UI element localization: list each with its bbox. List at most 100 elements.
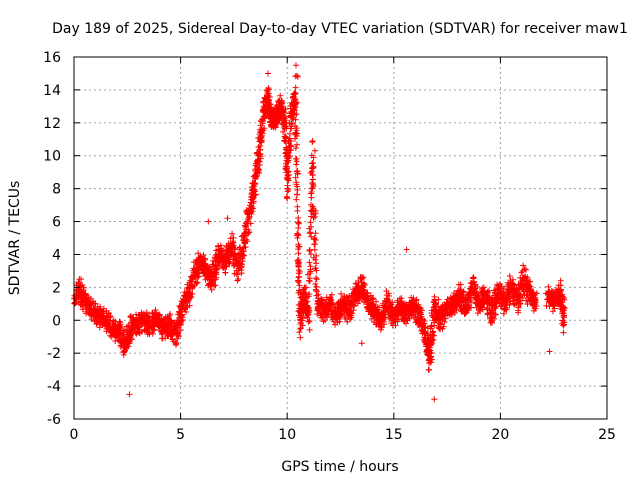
data-point	[517, 301, 524, 308]
data-point	[440, 323, 447, 330]
data-point	[312, 230, 319, 237]
data-point	[474, 283, 481, 290]
data-point	[546, 348, 553, 355]
data-point	[308, 251, 315, 258]
data-point	[193, 280, 200, 287]
data-point	[249, 208, 256, 215]
data-point	[268, 105, 275, 112]
data-point	[373, 298, 380, 305]
data-point	[519, 295, 526, 302]
y-tick-labels: -6 -4 -2 0 2 4 6 8 10 12 14 16	[43, 50, 61, 428]
data-point	[488, 314, 495, 321]
data-point	[306, 326, 313, 333]
data-point	[500, 285, 507, 292]
data-point	[431, 297, 438, 304]
data-point	[187, 295, 194, 302]
grid	[74, 57, 607, 419]
data-point	[309, 159, 316, 166]
data-point	[205, 218, 212, 225]
data-point	[312, 286, 319, 293]
data-point	[406, 315, 413, 322]
data-point	[285, 175, 292, 182]
data-point	[532, 305, 539, 312]
data-point	[429, 337, 436, 344]
data-point	[291, 91, 298, 98]
data-point	[470, 274, 477, 281]
data-point	[309, 184, 316, 191]
data-point	[213, 274, 220, 281]
data-point	[292, 116, 299, 123]
data-point	[250, 205, 257, 212]
data-point	[259, 130, 266, 137]
data-point	[118, 323, 125, 330]
data-point	[218, 248, 225, 255]
data-point	[234, 277, 241, 284]
y-tick-label: 6	[52, 215, 61, 231]
data-point	[282, 106, 289, 113]
data-point	[189, 283, 196, 290]
data-point	[368, 315, 375, 322]
data-point	[293, 125, 300, 132]
data-point	[244, 238, 251, 245]
data-point	[415, 301, 422, 308]
data-point	[226, 258, 233, 265]
data-point	[152, 307, 159, 314]
x-tick-label: 20	[491, 427, 509, 443]
data-point	[293, 161, 300, 168]
data-point	[387, 305, 394, 312]
data-point	[427, 349, 434, 356]
data-point	[313, 260, 320, 267]
data-point	[287, 147, 294, 154]
data-point	[293, 111, 300, 118]
data-point	[246, 228, 253, 235]
data-point	[451, 310, 458, 317]
data-point	[284, 182, 291, 189]
data-point	[239, 257, 246, 264]
data-point	[274, 120, 281, 127]
data-point	[313, 267, 320, 274]
data-point	[309, 165, 316, 172]
data-point	[532, 297, 539, 304]
data-point	[311, 147, 318, 154]
data-point	[293, 72, 300, 79]
data-point	[299, 315, 306, 322]
data-point	[312, 207, 319, 214]
data-point	[361, 280, 368, 287]
data-point	[230, 239, 237, 246]
data-point	[257, 143, 264, 150]
chart-title: Day 189 of 2025, Sidereal Day-to-day VTE…	[52, 21, 628, 37]
data-point	[258, 134, 265, 141]
data-point	[309, 139, 316, 146]
data-point	[285, 159, 292, 166]
data-point	[177, 327, 184, 334]
data-point	[392, 322, 399, 329]
data-point	[441, 318, 448, 325]
x-tick-labels: 0 5 10 15 20 25	[70, 427, 616, 443]
data-point	[294, 232, 301, 239]
data-point	[457, 281, 464, 288]
data-point	[217, 242, 224, 249]
data-point	[418, 307, 425, 314]
data-point	[286, 153, 293, 160]
y-tick-label: -6	[47, 412, 61, 428]
data-point	[525, 278, 532, 285]
data-point	[306, 246, 313, 253]
y-tick-label: 4	[52, 247, 61, 263]
data-point	[292, 84, 299, 91]
data-point	[105, 309, 112, 316]
data-point	[288, 143, 295, 150]
data-point	[318, 296, 325, 303]
y-tick-label: -2	[47, 346, 61, 362]
data-point	[295, 263, 302, 270]
data-point	[295, 215, 302, 222]
data-point	[312, 213, 319, 220]
data-point	[278, 97, 285, 104]
data-point	[211, 282, 218, 289]
data-point	[328, 291, 335, 298]
data-point	[561, 321, 568, 328]
data-point	[349, 301, 356, 308]
data-point	[288, 125, 295, 132]
data-point	[533, 290, 540, 297]
data-point	[308, 168, 315, 175]
data-point	[308, 223, 315, 230]
